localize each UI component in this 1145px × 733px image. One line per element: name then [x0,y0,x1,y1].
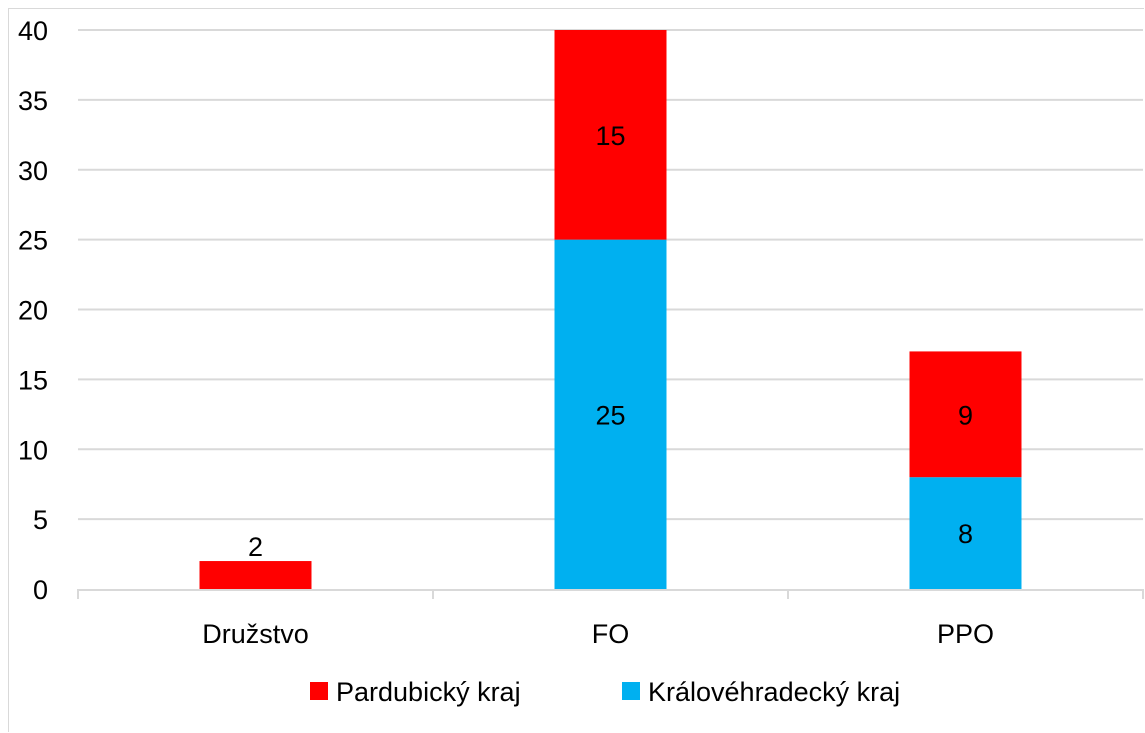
x-category-label: FO [592,619,630,649]
y-tick-label: 35 [18,86,48,116]
legend-swatch [622,682,640,700]
x-axis: Družstvo FO PPO [77,589,1144,649]
y-axis-ticks: 0 5 10 15 20 25 30 35 40 [18,16,48,605]
data-label: 25 [595,400,625,430]
legend-label: Pardubický kraj [336,677,521,707]
y-tick-label: 15 [18,365,48,395]
y-tick-label: 30 [18,156,48,186]
x-category-label: Družstvo [202,619,309,649]
y-tick-label: 5 [33,505,48,535]
legend: Pardubický kraj Královéhradecký kraj [310,677,900,707]
bar-segment [909,477,1022,589]
data-label: 2 [248,532,263,562]
bar-segment [554,239,667,589]
legend-swatch [310,682,328,700]
y-tick-label: 20 [18,296,48,326]
data-labels: 2 25 15 8 9 [248,121,973,562]
bar-segment [909,351,1022,478]
legend-label: Královéhradecký kraj [648,677,900,707]
bar-segment [199,561,312,589]
x-category-label: PPO [937,619,994,649]
data-label: 9 [958,400,973,430]
y-tick-label: 10 [18,435,48,465]
bars [199,30,1022,589]
data-label: 8 [958,519,973,549]
y-tick-label: 25 [18,226,48,256]
bar-segment [554,30,667,240]
data-label: 15 [595,121,625,151]
y-tick-label: 40 [18,16,48,46]
chart-frame [8,8,1144,732]
y-tick-label: 0 [33,575,48,605]
